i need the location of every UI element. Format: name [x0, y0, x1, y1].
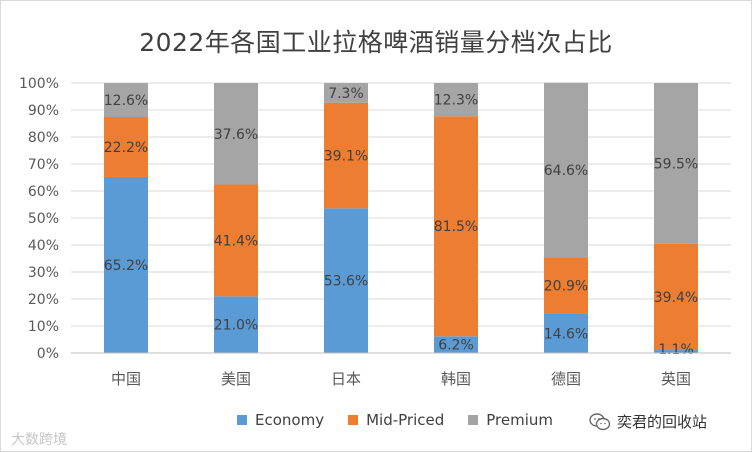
- data-label: 7.3%: [328, 86, 364, 102]
- x-tick-label: 日本: [331, 370, 361, 388]
- y-tick-label: 30%: [28, 265, 59, 281]
- data-label: 53.6%: [324, 274, 368, 290]
- data-label: 81.5%: [434, 219, 478, 235]
- bar-economy-4: [544, 313, 588, 353]
- data-label: 39.1%: [324, 148, 368, 164]
- label-layer: 65.2% 22.2% 12.6% 21.0% 41.4% 37.6% 53.6% 39.1%…: [104, 86, 698, 358]
- watermark-right: 奕君的回收站: [589, 411, 707, 432]
- data-label: 64.6%: [544, 163, 588, 179]
- bar-premium-2: [324, 83, 368, 103]
- bar-premium-3: [434, 83, 478, 117]
- bar-premium-4: [544, 82, 588, 258]
- data-label: 37.6%: [214, 127, 258, 143]
- watermark-left-text: 大数跨境: [11, 432, 67, 448]
- legend-item-economy: Economy: [237, 411, 324, 429]
- bar-premium-0: [104, 83, 148, 118]
- bar-economy-0: [104, 176, 148, 353]
- bar-premium-1: [214, 83, 258, 185]
- bar-mid-priced-5: [654, 243, 698, 351]
- bar-economy-5: [654, 350, 698, 353]
- data-label: 59.5%: [654, 156, 698, 172]
- legend-item-mid-priced: Mid-Priced: [348, 411, 444, 429]
- bar-mid-priced-0: [104, 117, 148, 177]
- data-label: 22.2%: [104, 140, 148, 156]
- legend-item-premium: Premium: [468, 411, 553, 429]
- x-tick-label: 德国: [551, 370, 581, 388]
- watermark-left: 大数跨境: [11, 429, 67, 449]
- data-label: 12.6%: [104, 93, 148, 109]
- y-tick-label: 20%: [28, 292, 59, 308]
- x-tick-label: 韩国: [441, 370, 471, 388]
- legend-label-premium: Premium: [486, 411, 553, 429]
- legend-label-mid-priced: Mid-Priced: [366, 411, 445, 429]
- bar-premium-5: [654, 83, 698, 244]
- y-tick-label: 80%: [28, 130, 59, 146]
- bar-mid-priced-1: [214, 184, 258, 297]
- data-label: 6.2%: [438, 338, 474, 354]
- legend-swatch-mid-priced: [348, 415, 359, 425]
- watermark-right-text: 奕君的回收站: [617, 413, 708, 431]
- wechat-icon: [589, 412, 611, 430]
- data-label: 65.2%: [104, 258, 148, 274]
- bar-mid-priced-3: [434, 116, 478, 337]
- y-tick-label: 70%: [28, 157, 59, 173]
- legend-label-economy: Economy: [255, 411, 325, 429]
- data-label: 41.4%: [214, 233, 258, 249]
- x-tick-label: 美国: [221, 370, 251, 388]
- chart-title: 2022年各国工业拉格啤酒销量分档次占比: [139, 28, 613, 57]
- bar-economy-2: [324, 208, 368, 353]
- legend-swatch-premium: [468, 415, 479, 425]
- bar-economy-3: [434, 336, 478, 353]
- y-tick-label: 60%: [28, 184, 59, 200]
- data-label: 14.6%: [544, 326, 588, 342]
- x-tick-label: 中国: [111, 370, 141, 388]
- bar-economy-1: [214, 296, 258, 353]
- bar-mid-priced-4: [544, 257, 588, 314]
- y-tick-label: 50%: [28, 211, 59, 227]
- bar-layer: [104, 82, 698, 353]
- data-label: 21.0%: [214, 318, 258, 334]
- y-tick-label: 10%: [28, 319, 59, 335]
- chart-legend: Economy Mid-Priced Premium: [237, 411, 553, 429]
- data-label: 12.3%: [434, 93, 478, 109]
- data-label: 20.9%: [544, 278, 588, 294]
- grid-layer: [71, 82, 731, 354]
- bar-mid-priced-2: [324, 102, 368, 209]
- x-tick-label: 英国: [661, 370, 691, 388]
- axis-layer: 0% 10% 20% 30% 40% 50% 60% 70% 80% 90% 100% 中国 美国 日本 韩…: [19, 76, 731, 388]
- legend-swatch-economy: [237, 415, 247, 425]
- data-label: 1.1%: [658, 342, 694, 358]
- y-tick-label: 0%: [37, 346, 59, 362]
- data-label: 39.4%: [654, 290, 698, 306]
- y-tick-label: 100%: [19, 76, 59, 92]
- y-tick-label: 90%: [28, 103, 59, 119]
- y-tick-label: 40%: [28, 238, 59, 254]
